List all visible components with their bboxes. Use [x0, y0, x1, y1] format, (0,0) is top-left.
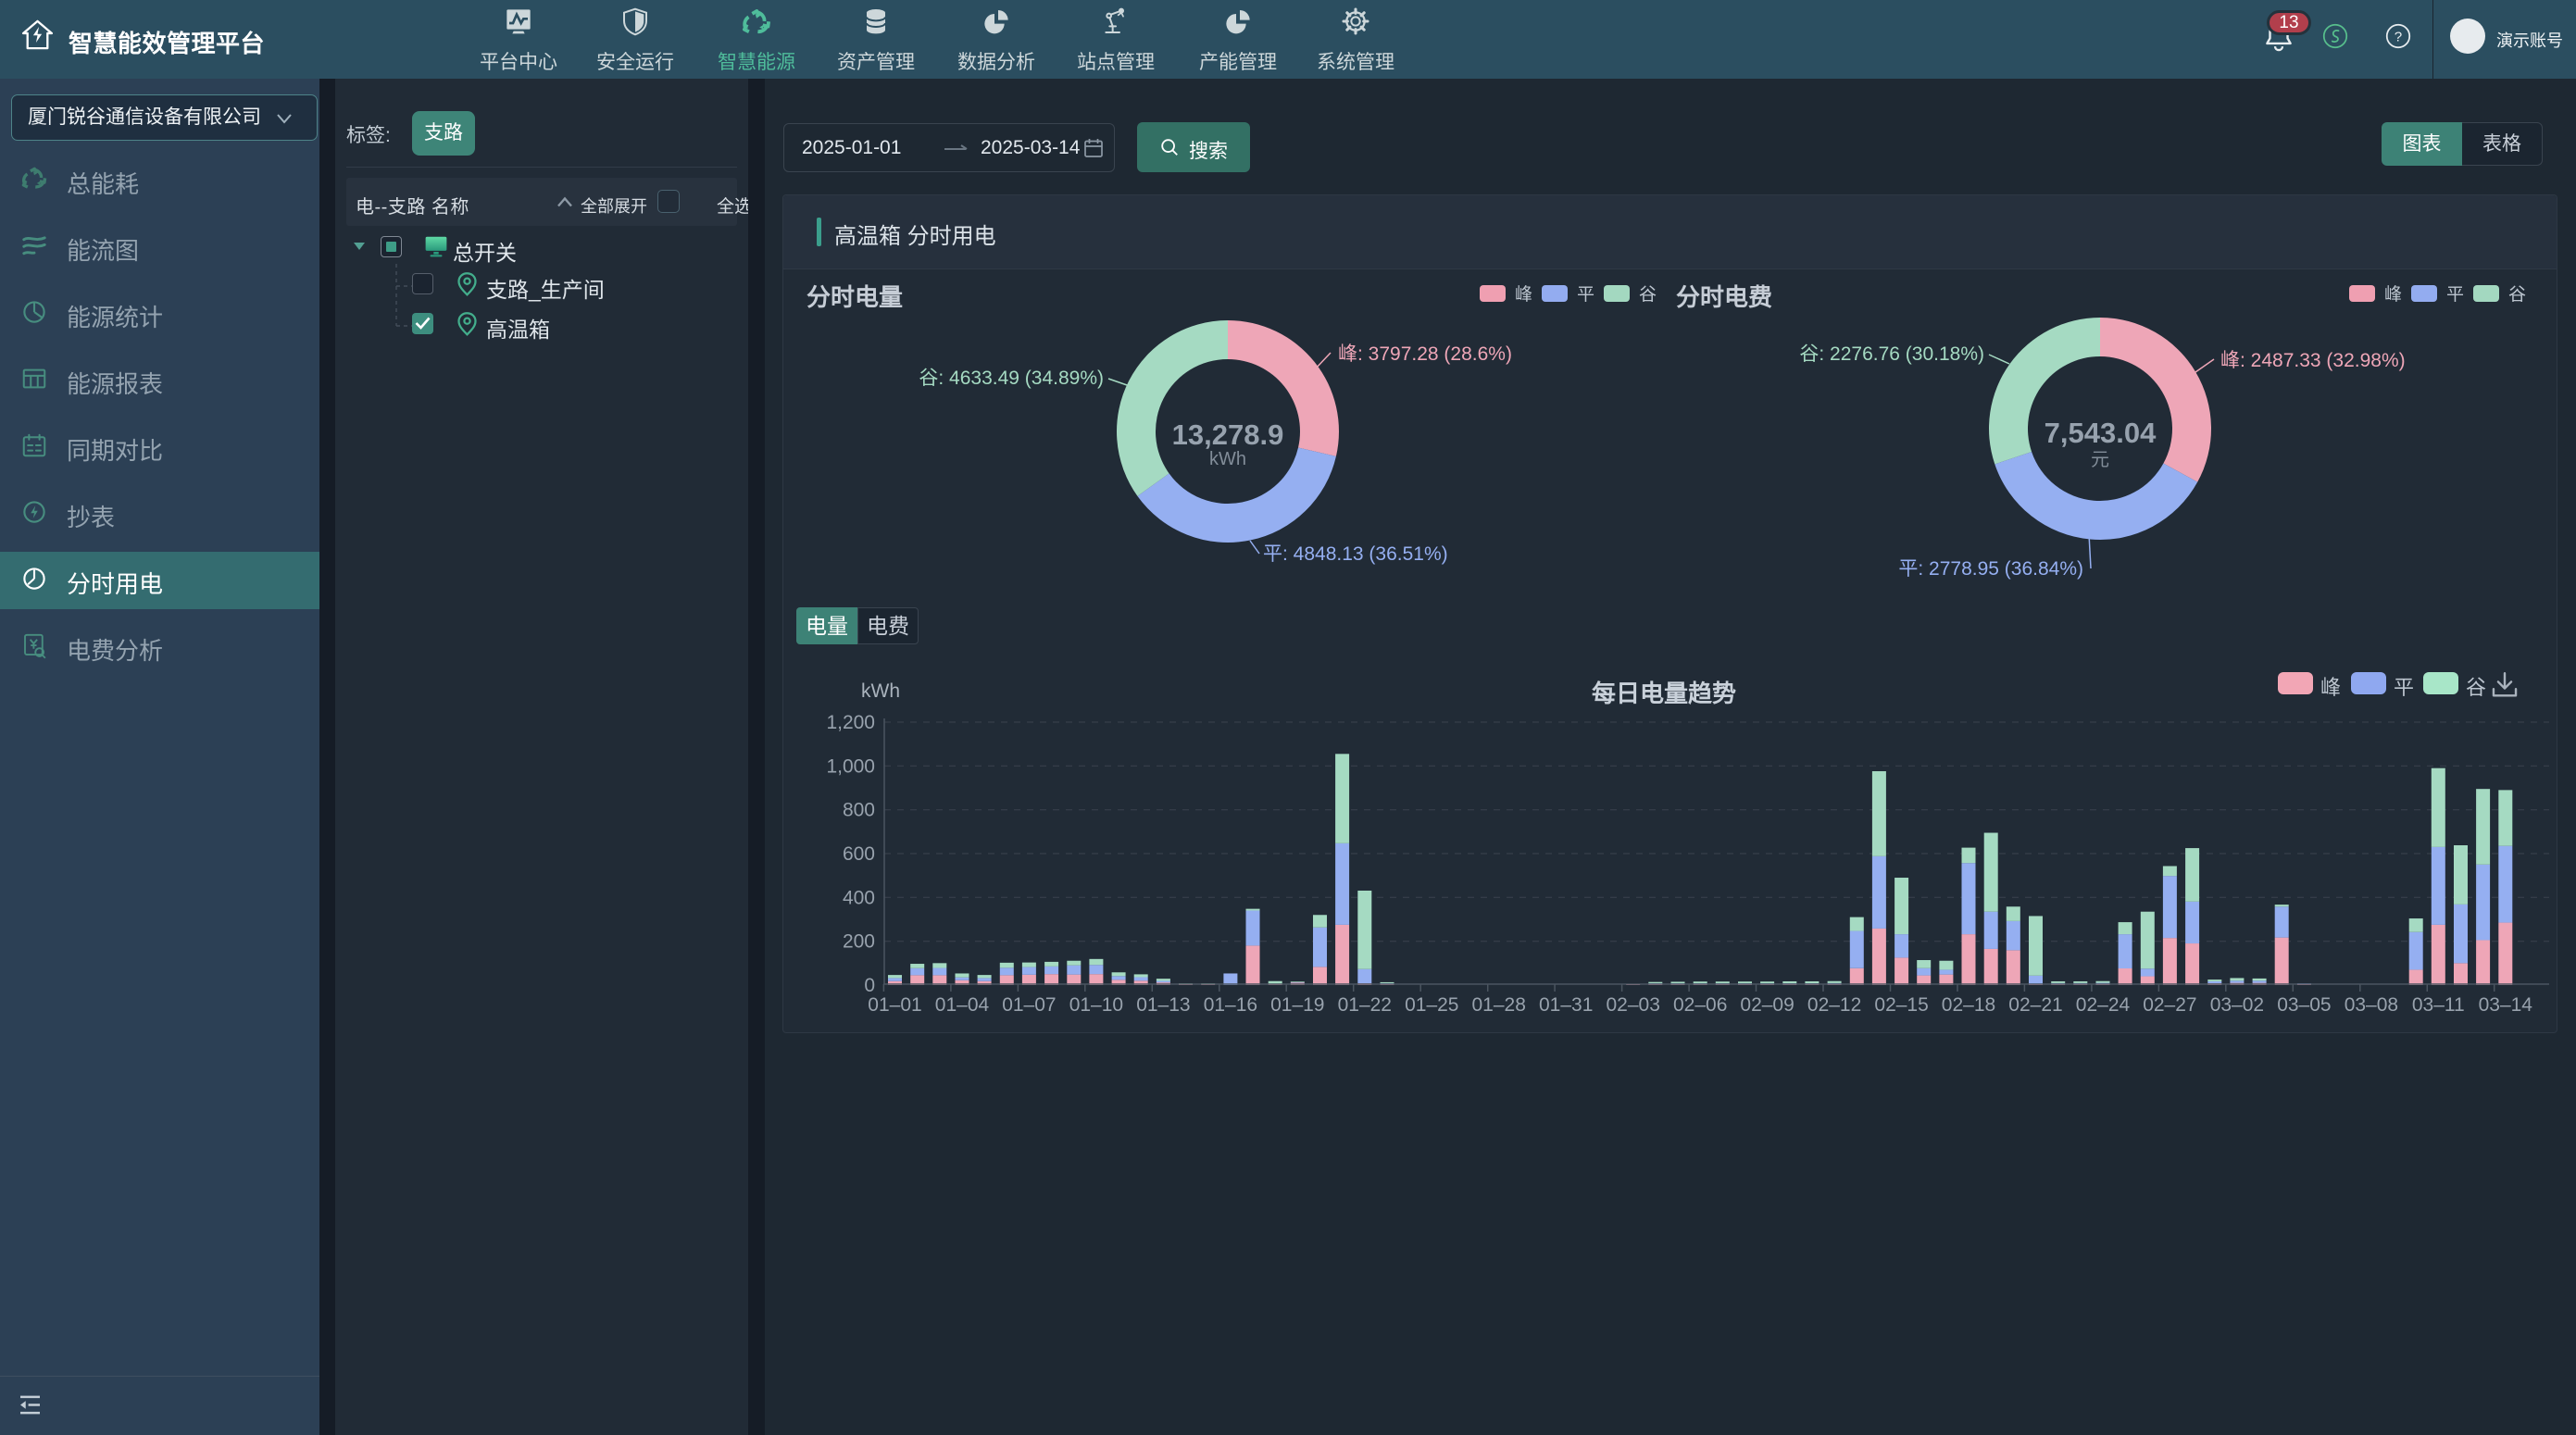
svg-text:0: 0: [864, 975, 875, 996]
svg-text:200: 200: [843, 931, 875, 953]
svg-text:01–16: 01–16: [1204, 994, 1257, 1016]
svg-text:03–11: 03–11: [2412, 994, 2465, 1016]
svg-text:01–25: 01–25: [1405, 994, 1458, 1016]
svg-text:谷: 2276.76 (30.18%): 谷: 2276.76 (30.18%): [1799, 343, 1984, 365]
svg-text:01–13: 01–13: [1136, 994, 1190, 1016]
svg-text:02–18: 02–18: [1942, 994, 1995, 1016]
svg-text:kWh: kWh: [1209, 449, 1246, 469]
svg-text:13,278.9: 13,278.9: [1172, 418, 1284, 451]
svg-text:400: 400: [843, 887, 875, 908]
svg-text:02–15: 02–15: [1874, 994, 1928, 1016]
svg-text:02–21: 02–21: [2008, 994, 2062, 1016]
svg-text:02–03: 02–03: [1606, 994, 1659, 1016]
svg-text:03–08: 03–08: [2345, 994, 2398, 1016]
svg-text:峰: 3797.28 (28.6%): 峰: 3797.28 (28.6%): [1338, 343, 1512, 365]
svg-text:01–04: 01–04: [935, 994, 990, 1016]
svg-text:02–24: 02–24: [2076, 994, 2131, 1016]
svg-text:1,000: 1,000: [826, 755, 875, 777]
svg-text:平: 4848.13 (36.51%): 平: 4848.13 (36.51%): [1263, 543, 1448, 565]
svg-text:02–27: 02–27: [2143, 994, 2196, 1016]
svg-text:01–07: 01–07: [1002, 994, 1056, 1016]
svg-text:峰: 2487.33 (32.98%): 峰: 2487.33 (32.98%): [2220, 350, 2406, 371]
svg-text:平: 2778.95 (36.84%): 平: 2778.95 (36.84%): [1898, 558, 2083, 580]
svg-text:02–09: 02–09: [1740, 994, 1794, 1016]
svg-text:02–12: 02–12: [1807, 994, 1861, 1016]
svg-text:01–28: 01–28: [1471, 994, 1525, 1016]
svg-text:01–22: 01–22: [1338, 994, 1392, 1016]
svg-text:01–19: 01–19: [1270, 994, 1324, 1016]
svg-text:800: 800: [843, 800, 875, 821]
svg-text:01–10: 01–10: [1069, 994, 1123, 1016]
svg-text:600: 600: [843, 843, 875, 865]
svg-text:元: 元: [2091, 450, 2109, 470]
svg-text:03–14: 03–14: [2479, 994, 2533, 1016]
svg-text:1,200: 1,200: [826, 712, 875, 733]
svg-text:01–31: 01–31: [1539, 994, 1593, 1016]
svg-text:谷: 4633.49 (34.89%): 谷: 4633.49 (34.89%): [919, 368, 1104, 389]
svg-text:?: ?: [2395, 29, 2402, 44]
svg-text:7,543.04: 7,543.04: [2045, 417, 2157, 449]
svg-text:03–02: 03–02: [2210, 994, 2264, 1016]
svg-text:02–06: 02–06: [1673, 994, 1727, 1016]
svg-text:03–05: 03–05: [2277, 994, 2331, 1016]
svg-text:01–01: 01–01: [868, 994, 921, 1016]
